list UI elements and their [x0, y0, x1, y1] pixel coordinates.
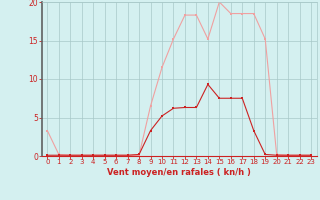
- X-axis label: Vent moyen/en rafales ( kn/h ): Vent moyen/en rafales ( kn/h ): [107, 168, 251, 177]
